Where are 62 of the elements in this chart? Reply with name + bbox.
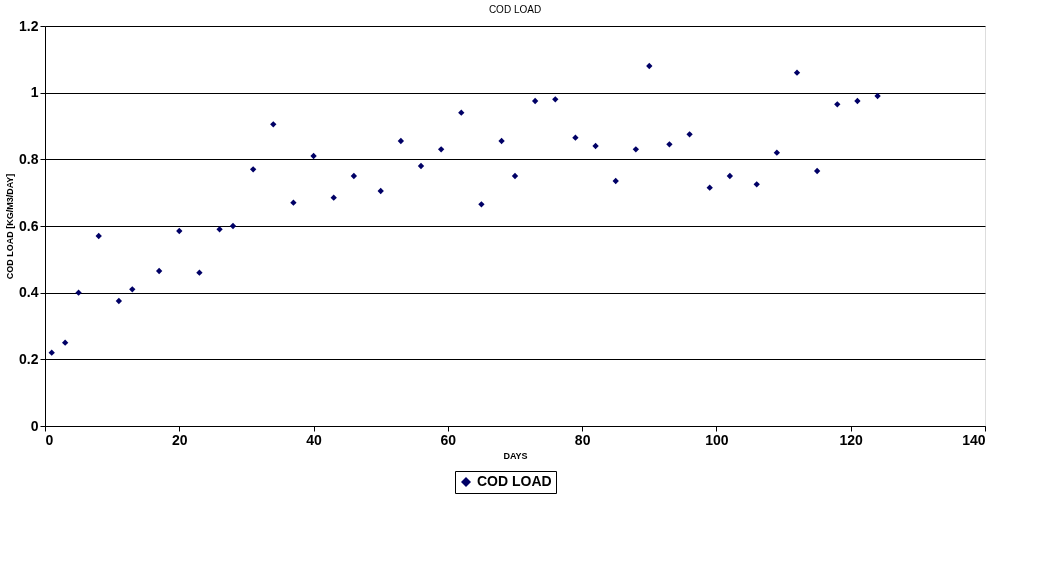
point: [773, 149, 781, 156]
point: [377, 187, 384, 195]
point: [155, 267, 163, 275]
point: [61, 339, 69, 346]
point: [753, 181, 760, 188]
point: [48, 349, 55, 356]
point: [552, 96, 559, 103]
y-tick-label: 1: [30, 84, 39, 101]
point: [686, 131, 693, 138]
point: [874, 92, 881, 100]
point: [290, 199, 297, 206]
point: [646, 62, 653, 70]
x-tick-label: 140: [962, 431, 986, 448]
x-tick-label: 120: [839, 431, 864, 448]
point: [216, 226, 223, 233]
x-tick-label: 80: [574, 431, 591, 448]
y-tick-label: 0.2: [19, 350, 39, 367]
point: [706, 184, 713, 191]
legend-label: COD LOAD: [477, 473, 552, 489]
point: [511, 172, 519, 180]
point: [612, 177, 619, 185]
point: [632, 146, 640, 153]
point: [115, 297, 123, 305]
y-tick-label: 0.4: [19, 284, 39, 301]
point: [813, 167, 821, 175]
y-tick-label: 1.2: [19, 17, 39, 34]
y-tick-label: 0: [30, 417, 39, 434]
point: [229, 222, 237, 230]
point: [397, 137, 405, 145]
point: [726, 172, 734, 180]
point: [95, 232, 102, 240]
point: [75, 289, 82, 296]
y-axis-title: COD LOAD [KG/M3/DAY]: [5, 173, 16, 280]
point: [793, 69, 801, 76]
point: [458, 109, 465, 116]
point: [437, 146, 445, 153]
chart-title: COD LOAD: [488, 4, 542, 15]
x-tick-label: 100: [705, 431, 729, 448]
point: [854, 97, 861, 105]
point: [310, 152, 317, 160]
point: [478, 201, 485, 208]
y-tick-label: 0.6: [19, 217, 39, 234]
point: [196, 269, 203, 276]
x-tick-label: 60: [440, 431, 457, 448]
x-axis-title: DAYS: [503, 450, 528, 461]
point: [572, 134, 579, 141]
point: [129, 286, 136, 293]
x-tick-label: 40: [306, 431, 323, 448]
point: [592, 142, 599, 150]
point: [330, 194, 337, 201]
point: [249, 166, 257, 173]
point: [176, 227, 183, 235]
point: [531, 97, 539, 105]
x-tick-label: 0: [45, 431, 54, 448]
point: [666, 141, 673, 148]
point: [498, 137, 505, 145]
x-tick-label: 20: [172, 431, 188, 448]
point: [270, 121, 277, 128]
point: [417, 162, 425, 170]
y-tick-label: 0.8: [19, 150, 39, 167]
point: [834, 101, 841, 108]
point: [350, 172, 358, 180]
